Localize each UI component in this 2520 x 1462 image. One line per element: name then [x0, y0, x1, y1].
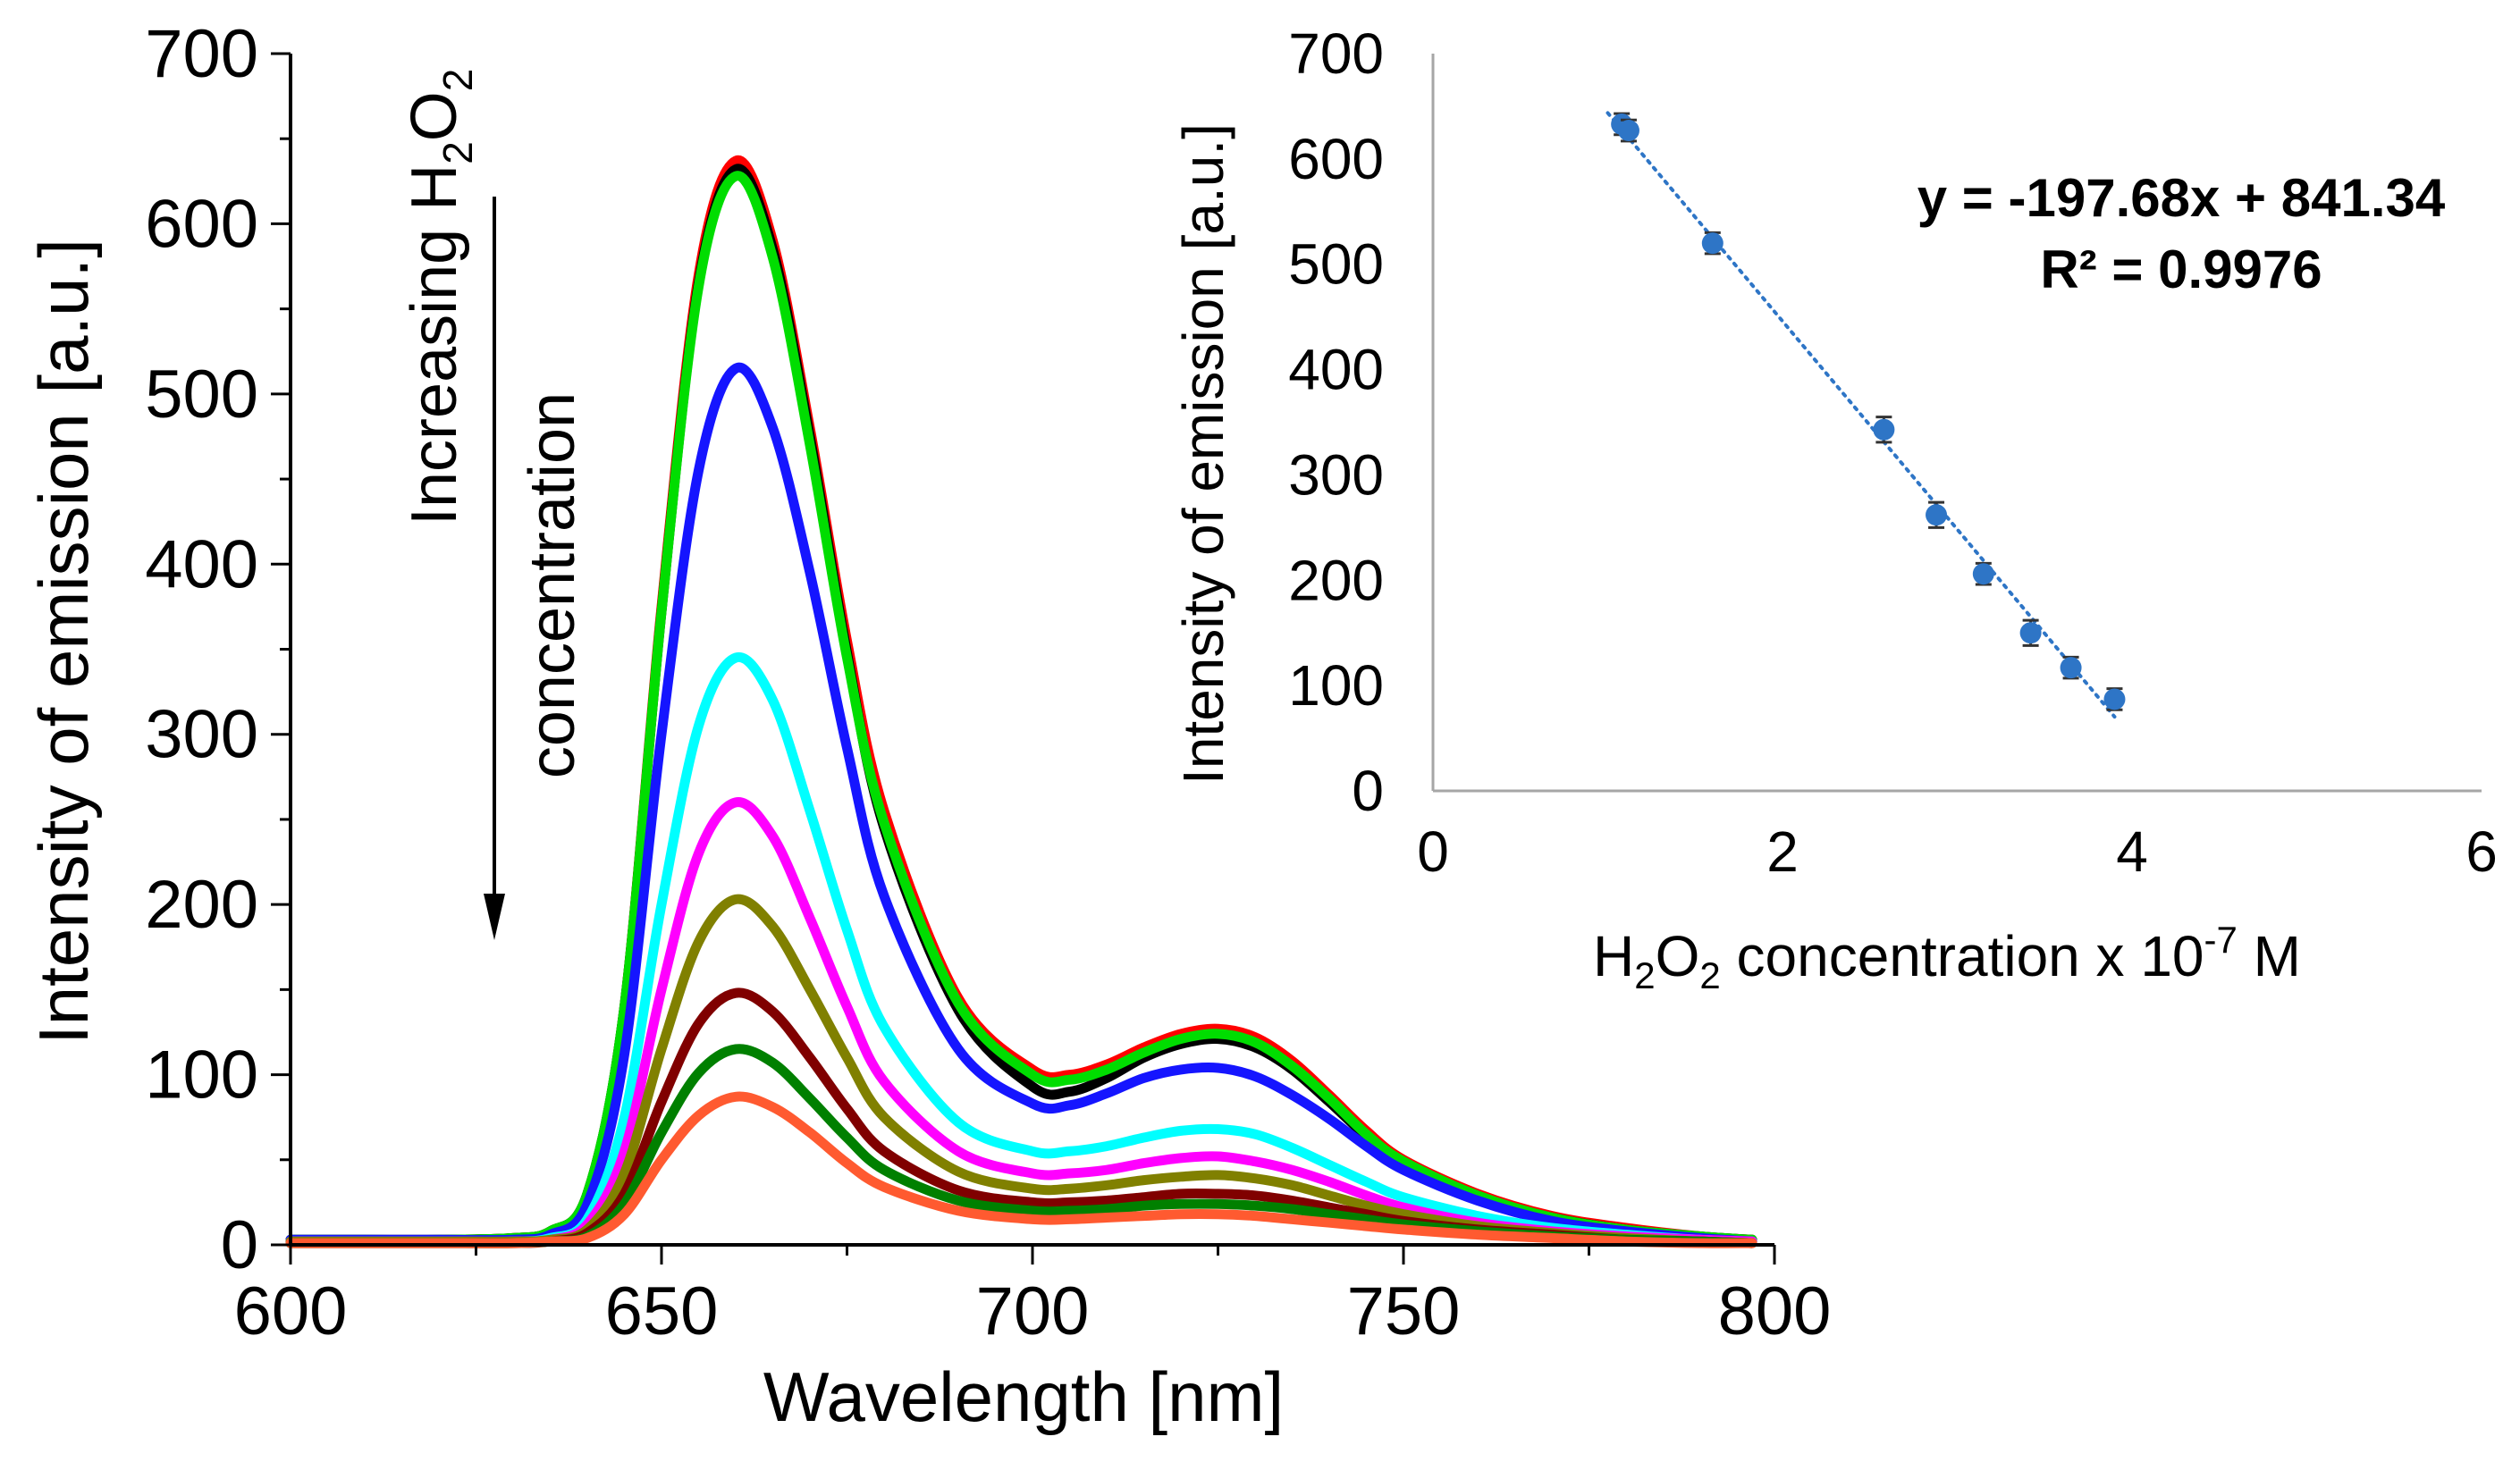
annotation-prefix: Increasing H	[399, 164, 470, 525]
main-x-tick-label: 650	[605, 1273, 719, 1349]
main-y-tick-label: 500	[145, 357, 258, 433]
annotation-line2: concentration	[517, 392, 588, 778]
inset-tick-labels: 0 100 200 300 400 500 600 700 0 2 4 6	[1288, 21, 2498, 884]
inset-calibration-chart: 0 100 200 300 400 500 600 700 0 2 4 6 Intensity of …	[1171, 21, 2498, 996]
emission-curve-orange	[285, 1091, 1757, 1248]
inset-y-tick-label: 500	[1288, 232, 1384, 297]
annotation-sub-2b: 2	[434, 69, 481, 92]
inset-marker	[1701, 232, 1724, 255]
main-y-tick-label: 600	[145, 186, 258, 262]
inset-marker	[2019, 622, 2042, 644]
inset-x-tick-label: 0	[1417, 819, 1449, 884]
emission-curve-black	[285, 164, 1757, 1245]
main-axes	[271, 52, 1776, 1265]
trendline-dotted	[1606, 111, 2117, 719]
inset-y-tick-label: 0	[1352, 759, 1384, 823]
concentration-annotation: Increasing H2O2 concentration	[399, 69, 588, 940]
inset-xlabel-sup: -7	[2204, 919, 2238, 961]
inset-xlabel-h: H	[1593, 924, 1634, 988]
inset-axes	[1431, 54, 2482, 793]
inset-marker	[2103, 688, 2126, 710]
inset-data-point	[1972, 561, 1994, 586]
main-y-tick-label: 400	[145, 526, 258, 602]
main-y-tick-label: 200	[145, 867, 258, 943]
inset-xlabel-unit: M	[2238, 924, 2301, 988]
inset-y-tick-label: 600	[1288, 127, 1384, 191]
main-y-tick-label: 700	[145, 16, 258, 92]
emission-curve-magenta	[285, 797, 1757, 1247]
inset-x-tick-label: 4	[2116, 819, 2148, 884]
annotation-sub-2a: 2	[434, 141, 481, 164]
inset-y-tick-label: 400	[1288, 338, 1384, 402]
emission-series-group	[285, 155, 1757, 1248]
main-y-tick-label: 300	[145, 697, 258, 773]
inset-data-point	[2019, 618, 2042, 647]
inset-xlabel-rest: concentration x 10	[1721, 924, 2204, 988]
main-x-tick-label: 700	[976, 1273, 1090, 1349]
trendline-equation: y = -197.68x + 841.34	[1917, 168, 2446, 228]
main-y-axis-label: Intensity of emission [a.u.]	[24, 239, 103, 1045]
inset-y-tick-label: 100	[1288, 653, 1384, 718]
inset-xlabel-o: O	[1656, 924, 1700, 988]
inset-y-axis-label: Intensity of emission [a.u.]	[1171, 123, 1235, 785]
inset-x-tick-label: 6	[2465, 819, 2498, 884]
inset-marker	[1926, 504, 1948, 526]
trendline-r-squared: R² = 0.9976	[2040, 239, 2322, 299]
inset-data-point	[1926, 500, 1948, 529]
inset-xlabel-sub2: 2	[1699, 954, 1720, 996]
inset-xlabel-sub1: 2	[1634, 954, 1655, 996]
inset-marker	[2060, 657, 2082, 679]
main-x-tick-label: 800	[1718, 1273, 1832, 1349]
annotation-letter-o: O	[399, 91, 470, 141]
emission-curve-cyan	[285, 651, 1757, 1247]
emission-curve-green	[285, 171, 1757, 1245]
inset-data-point	[2103, 687, 2126, 711]
inset-data-point	[1701, 231, 1724, 256]
annotation-arrow-head	[484, 894, 505, 940]
inset-data-points	[1611, 112, 2126, 711]
inset-y-tick-label: 700	[1288, 21, 1384, 86]
inset-data-point	[2060, 655, 2082, 680]
main-x-tick-label: 600	[234, 1273, 348, 1349]
inset-data-point	[1873, 416, 1895, 444]
main-y-tick-label: 100	[145, 1038, 258, 1113]
inset-marker	[1617, 120, 1639, 142]
main-x-tick-label: 750	[1347, 1273, 1461, 1349]
inset-y-tick-label: 300	[1288, 442, 1384, 507]
annotation-line1: Increasing H2O2	[399, 69, 481, 525]
inset-marker	[1873, 418, 1895, 441]
inset-marker	[1972, 563, 1994, 585]
inset-x-tick-label: 2	[1766, 819, 1799, 884]
inset-x-axis-label: H2O2 concentration x 10-7 M	[1593, 919, 2301, 996]
main-y-tick-label: 0	[221, 1207, 258, 1283]
inset-data-point	[1617, 118, 1639, 143]
inset-y-tick-label: 200	[1288, 548, 1384, 612]
main-x-axis-label: Wavelength [nm]	[763, 1357, 1284, 1436]
emission-curve-blue	[285, 362, 1757, 1247]
inset-trendline	[1606, 111, 2117, 719]
